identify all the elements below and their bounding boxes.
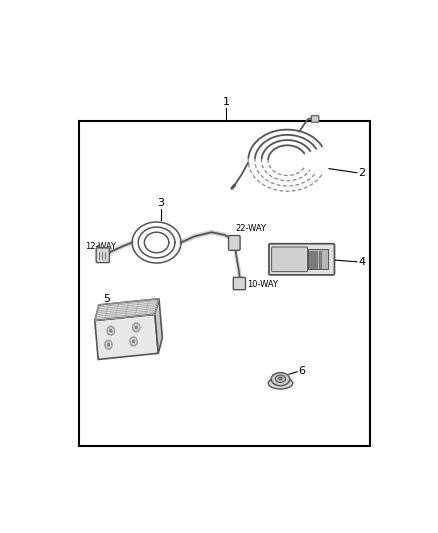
Ellipse shape [271, 373, 290, 386]
Bar [315, 251, 318, 268]
Circle shape [131, 338, 136, 344]
Bar [308, 249, 328, 269]
Circle shape [110, 329, 112, 332]
Circle shape [132, 323, 140, 332]
Circle shape [107, 343, 110, 346]
Circle shape [107, 326, 114, 335]
Ellipse shape [279, 377, 282, 379]
FancyBboxPatch shape [311, 116, 319, 122]
Bar [318, 251, 321, 268]
Circle shape [130, 337, 137, 346]
Bar [312, 251, 314, 268]
Text: 12-WAY: 12-WAY [85, 242, 117, 251]
Circle shape [106, 342, 111, 348]
FancyBboxPatch shape [269, 244, 335, 275]
Text: 4: 4 [359, 257, 366, 267]
FancyBboxPatch shape [272, 247, 307, 272]
Ellipse shape [268, 377, 293, 389]
Polygon shape [95, 314, 158, 359]
Bar [78, 122, 371, 446]
Circle shape [108, 328, 113, 334]
Text: 6: 6 [298, 366, 305, 376]
Circle shape [134, 325, 138, 330]
FancyBboxPatch shape [233, 277, 246, 290]
Circle shape [135, 326, 137, 329]
Text: 2: 2 [359, 168, 366, 177]
Text: 22-WAY: 22-WAY [235, 224, 266, 232]
FancyBboxPatch shape [229, 236, 240, 251]
Ellipse shape [276, 375, 286, 383]
Text: 10-WAY: 10-WAY [247, 280, 278, 289]
Text: 1: 1 [223, 97, 230, 107]
Text: 3: 3 [158, 198, 165, 208]
Circle shape [132, 340, 134, 343]
Circle shape [105, 340, 112, 349]
Polygon shape [95, 298, 159, 320]
Polygon shape [155, 298, 162, 353]
Bar [309, 251, 311, 268]
Text: 5: 5 [103, 294, 110, 304]
FancyBboxPatch shape [96, 248, 110, 263]
